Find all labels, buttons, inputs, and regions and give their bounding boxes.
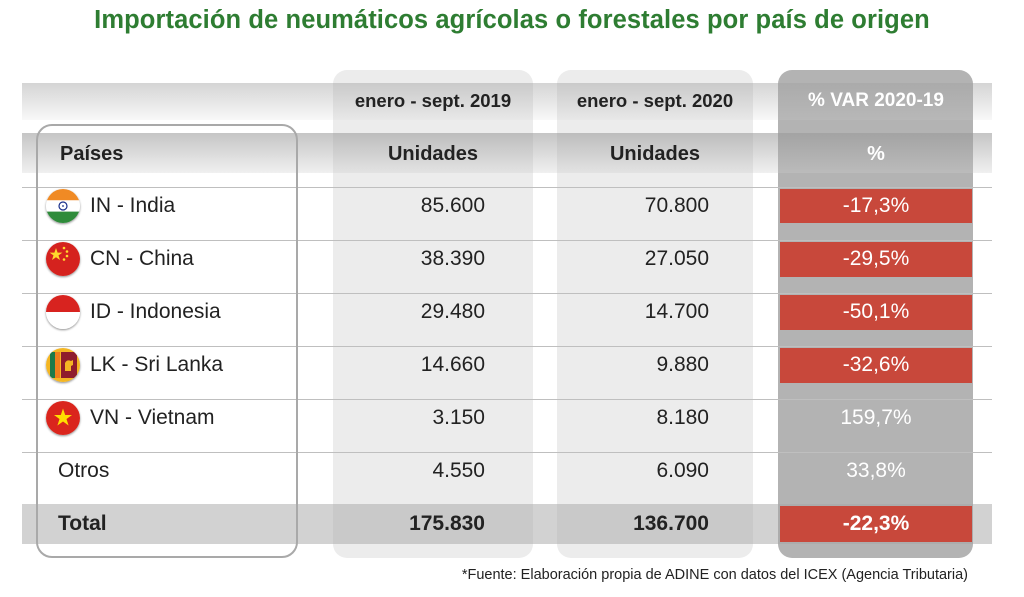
country-name: Otros xyxy=(58,459,110,482)
negative-highlight xyxy=(780,189,972,223)
negative-highlight xyxy=(780,506,972,542)
row-separator xyxy=(22,346,992,347)
variation-value: -29,5% xyxy=(842,247,910,270)
row-separator xyxy=(22,399,992,400)
total-label: Total xyxy=(58,512,107,535)
units-2020-value: 9.880 xyxy=(656,353,709,376)
variation-value: -50,1% xyxy=(842,300,910,323)
china-flag-icon xyxy=(46,242,80,276)
total-2020-value: 136.700 xyxy=(633,512,709,535)
units-2019-value: 85.600 xyxy=(420,194,485,217)
variation-value: -32,6% xyxy=(842,353,910,376)
variation-period-header: % VAR 2020-19 xyxy=(808,90,944,111)
negative-highlight xyxy=(780,242,972,277)
country-name: IN - India xyxy=(90,194,176,217)
units-2019-value: 14.660 xyxy=(420,353,485,376)
variation-value: 33,8% xyxy=(846,459,906,482)
units-2019-value: 38.390 xyxy=(420,247,485,270)
row-separator xyxy=(22,187,992,188)
units-2020-header: Unidades xyxy=(609,143,701,165)
row-separator xyxy=(22,240,992,241)
country-column-frame xyxy=(36,124,298,558)
page-title: Importación de neumáticos agrícolas o fo… xyxy=(94,6,930,34)
indonesia-flag-icon xyxy=(46,295,80,329)
india-flag-icon xyxy=(46,189,80,223)
negative-highlight xyxy=(780,295,972,330)
units-2019-header: Unidades xyxy=(387,143,479,165)
period-2019-header: enero - sept. 2019 xyxy=(354,90,512,111)
header-band xyxy=(22,133,992,173)
country-header: Países xyxy=(60,143,124,165)
period-2020-header: enero - sept. 2020 xyxy=(576,90,734,111)
vietnam-flag-icon xyxy=(46,401,80,435)
units-2020-value: 6.090 xyxy=(656,459,709,482)
units-2020-value: 70.800 xyxy=(644,194,709,217)
units-2020-value: 27.050 xyxy=(644,247,709,270)
units-2019-value: 4.550 xyxy=(432,459,485,482)
units-2019-value: 3.150 xyxy=(432,406,485,429)
variation-value: -17,3% xyxy=(842,194,910,217)
negative-highlight xyxy=(780,348,972,383)
units-2020-value: 14.700 xyxy=(644,300,709,323)
country-name: ID - Indonesia xyxy=(90,300,221,323)
source-note: *Fuente: Elaboración propia de ADINE con… xyxy=(461,567,968,583)
row-separator xyxy=(22,293,992,294)
total-variation-value: -22,3% xyxy=(842,512,910,535)
units-2019-value: 29.480 xyxy=(420,300,485,323)
period-band xyxy=(22,83,992,120)
units-2020-value: 8.180 xyxy=(656,406,709,429)
row-separator xyxy=(22,452,992,453)
pct-header: % xyxy=(867,143,885,165)
total-2019-value: 175.830 xyxy=(409,512,485,535)
variation-value: 159,7% xyxy=(840,406,912,429)
sri-lanka-flag-icon xyxy=(46,348,80,382)
country-name: CN - China xyxy=(90,247,194,270)
country-name: LK - Sri Lanka xyxy=(90,353,224,376)
country-name: VN - Vietnam xyxy=(90,406,215,429)
